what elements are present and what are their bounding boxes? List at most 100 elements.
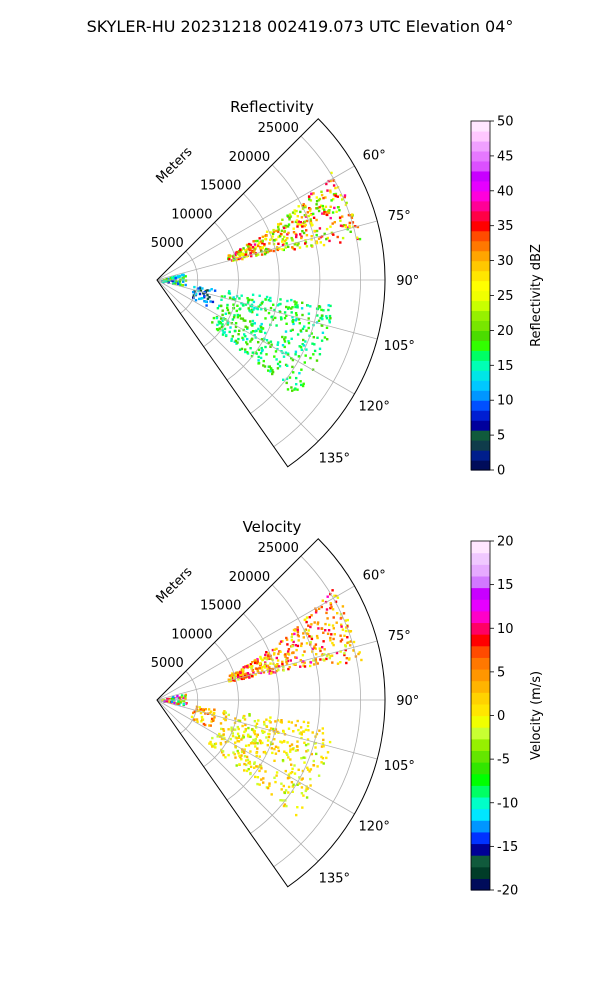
echo-gate <box>280 350 283 353</box>
echo-gate <box>244 665 247 668</box>
echo-gate <box>248 713 251 716</box>
echo-gate <box>204 708 207 711</box>
echo-gate <box>277 228 280 231</box>
echo-gate <box>190 715 194 719</box>
echo-gate <box>195 718 199 721</box>
echo-gate <box>276 248 280 252</box>
echo-gate <box>313 349 317 353</box>
echo-gate <box>291 785 294 788</box>
echo-gate <box>247 768 250 771</box>
azimuth-tick-label: 60° <box>363 569 386 584</box>
echo-gate <box>260 326 263 329</box>
echo-gate <box>324 622 327 626</box>
echo-gate <box>299 665 302 668</box>
echo-gate <box>234 322 238 325</box>
echo-gate <box>296 631 300 634</box>
echo-gate <box>240 252 243 256</box>
echo-gate <box>263 244 266 247</box>
azimuth-spoke <box>156 640 378 701</box>
echo-gate <box>291 320 295 324</box>
echo-gate <box>259 352 263 355</box>
echo-gate <box>206 294 209 297</box>
echo-gate <box>277 223 280 226</box>
echo-gate <box>321 742 325 745</box>
echo-gate <box>305 616 309 619</box>
echo-gate <box>300 736 303 740</box>
echo-gate <box>180 694 184 697</box>
echo-gate <box>286 657 289 660</box>
echo-gate <box>284 246 287 249</box>
echo-gate <box>234 325 238 329</box>
echo-gate <box>317 305 321 308</box>
echo-gate <box>317 774 321 777</box>
echo-gate <box>265 248 269 252</box>
echo-gate <box>244 253 248 256</box>
echo-gate <box>296 633 300 637</box>
echo-gate <box>237 337 240 341</box>
echo-gate <box>329 304 332 308</box>
echo-gate <box>315 233 318 237</box>
echo-gate <box>237 727 240 731</box>
echo-gate <box>251 330 255 333</box>
echo-gate <box>273 239 276 242</box>
echo-gate <box>289 645 293 648</box>
echo-gate <box>290 639 294 642</box>
echo-gate <box>281 248 284 251</box>
echo-gate <box>305 788 308 791</box>
echo-gate <box>178 280 182 283</box>
echo-gate <box>293 248 296 251</box>
echo-gate <box>244 723 247 727</box>
echo-gate <box>321 204 324 208</box>
echo-gate <box>310 752 313 756</box>
echo-gate <box>352 640 356 644</box>
echo-gate <box>246 297 249 300</box>
echo-gate <box>325 657 328 661</box>
echo-gate <box>219 722 223 725</box>
echo-gate <box>332 643 335 647</box>
echo-gate <box>239 248 242 252</box>
echo-gate <box>283 239 287 243</box>
echo-gate <box>308 195 311 198</box>
echo-gate <box>304 728 308 732</box>
echo-gate <box>325 756 328 760</box>
echo-gate <box>250 303 254 306</box>
echo-gate <box>255 765 258 768</box>
echo-gate <box>225 334 228 337</box>
echo-gate <box>296 225 299 228</box>
colorbar-tick-label: 5 <box>497 665 505 680</box>
echo-gate <box>220 304 223 307</box>
colorbar-tick-label: -5 <box>497 753 510 768</box>
echo-gate <box>269 231 272 234</box>
echo-gate <box>292 628 296 632</box>
echo-gate <box>295 648 298 652</box>
echo-gate <box>320 339 324 342</box>
colorbar-segment <box>471 750 490 763</box>
echo-gate <box>269 367 273 370</box>
colorbar-tick-label: 10 <box>497 622 514 637</box>
echo-gate <box>296 306 299 309</box>
echo-gate <box>264 661 267 664</box>
echo-gate <box>254 661 257 665</box>
echo-gate <box>323 648 326 651</box>
echo-gate <box>269 716 272 719</box>
echo-gate <box>348 224 351 227</box>
colorbar-segment <box>471 190 490 202</box>
echo-gate <box>300 786 304 789</box>
echo-gate <box>320 755 323 759</box>
echo-gate <box>261 658 264 661</box>
echo-gate <box>269 306 273 310</box>
echo-gate <box>238 314 241 317</box>
echo-region <box>227 171 362 262</box>
echo-gate <box>263 723 266 726</box>
echo-gate <box>193 285 196 289</box>
echo-gate <box>339 613 343 616</box>
echo-gate <box>269 340 273 343</box>
polar-grid <box>156 555 385 868</box>
echo-gate <box>267 652 270 655</box>
echo-gate <box>259 303 262 307</box>
echo-gate <box>312 216 316 219</box>
echo-gate <box>314 746 317 749</box>
echo-gate <box>203 291 206 294</box>
echo-gate <box>184 693 187 697</box>
echo-gate <box>321 646 324 649</box>
